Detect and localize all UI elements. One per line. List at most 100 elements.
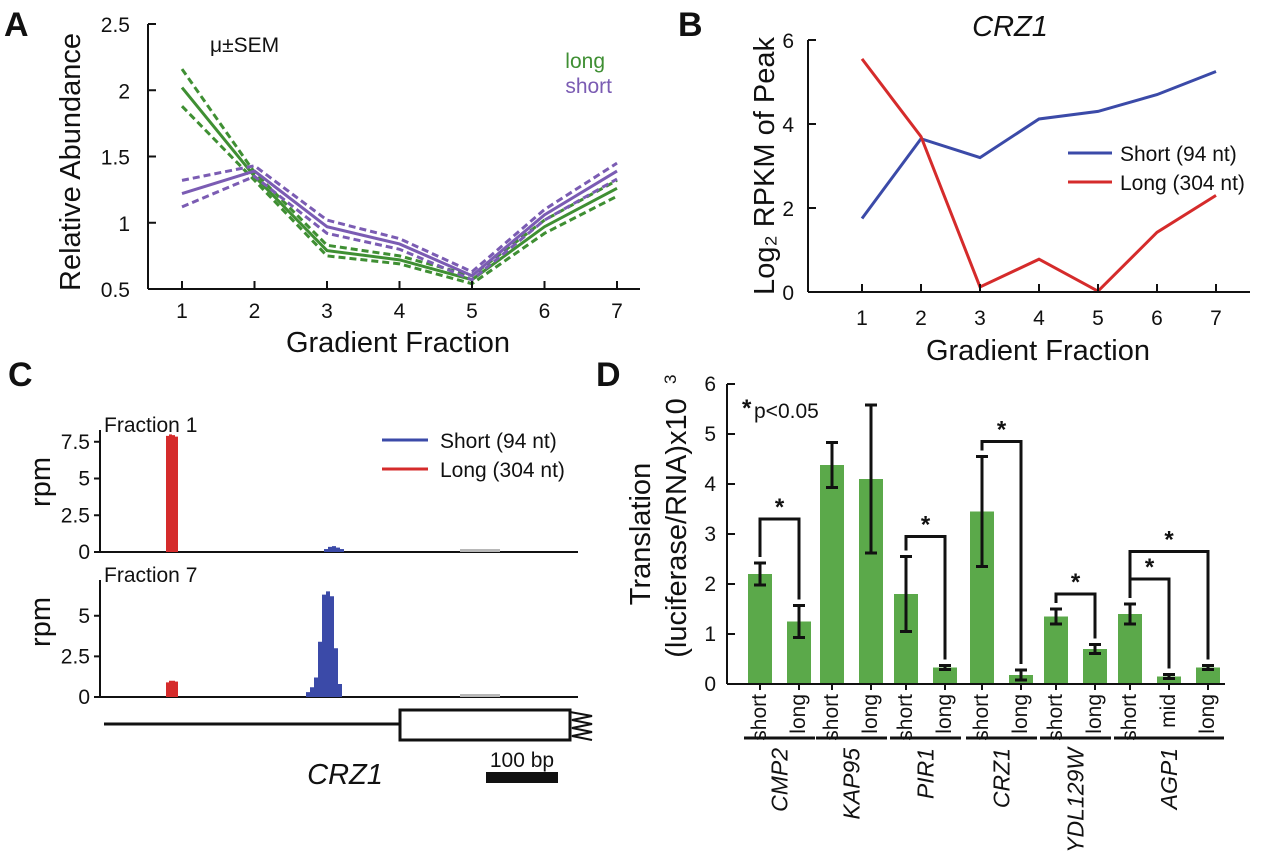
panel-c-track1-long-bar [166,682,169,697]
panel-c-track0-y-tick-label: 2.5 [61,504,90,527]
panel-d-condition-label: mid [1157,694,1180,728]
panel-c-track0-short-bar [336,547,340,552]
panel-c-track1-background-signal [460,694,500,697]
panel-a-line-chart: 0.5 1 1.5 2 2.5 1 2 3 4 5 6 7 μ±SEM long short Grad… [55,14,640,359]
panel-c-track0-y-tick-label: 7.5 [61,431,90,454]
panel-c-track1-short-bar [330,596,334,697]
panel-d-condition-label: short [1118,694,1141,741]
panel-b-x-tick-label: 5 [1092,307,1104,330]
panel-c-track1-y-label: rpm [25,457,57,507]
panel-a-y-tick-label: 2.5 [101,14,130,37]
panel-d-significance-bracket [758,517,801,600]
panel-d-condition-label: long [1009,694,1032,734]
panel-d-significance-bracket [1128,550,1210,660]
panel-b-x-tick-label: 4 [1033,307,1045,330]
panel-d-bar-chart: * * * * * * 0 1 2 3 4 5 6 short long CMP2 short long KAP9… [625,373,1225,853]
panel-c-track1-label: Fraction 1 [104,414,197,437]
panel-d-y-tick-label: 1 [704,623,716,646]
panel-d-gene-label: CMP2 [767,748,793,812]
panel-d-bar-AGP1-long [1196,667,1220,684]
panel-b-legend-long: Long (304 nt) [1120,172,1245,195]
panel-c-track1-y-tick-label: 5 [78,605,90,628]
panel-d-condition-label: short [820,694,843,741]
panel-c-track0-long-bar [166,435,169,552]
panel-a-y-tick-label: 1 [118,213,130,236]
panel-c-track0-short-bar [340,549,344,552]
panel-d-y-label-sup: 3 [661,375,680,384]
panel-d-bars: * * * * * * [748,403,1220,684]
panel-d-significance-star: * [742,395,752,422]
panel-d-bar-PIR1-long [933,667,957,684]
panel-d-condition-label: short [748,694,771,741]
panel-d-y-tick-label: 2 [704,573,716,596]
panel-c-coverage-tracks: Fraction 1 Fraction 7 rpm rpm 0 2.5 5 7.5 0 2… [25,414,593,791]
panel-d-significance-bracket [904,535,947,660]
panel-b-y-tick-label: 0 [782,282,794,305]
panel-a-y-tick-label: 1.5 [101,147,130,170]
panel-a-x-tick-label: 2 [249,300,261,323]
panel-letter-b: B [678,6,703,44]
panel-b-title: CRZ1 [972,11,1048,43]
panel-c-track1-long-bar [175,681,178,697]
panel-d-gene-label: PIR1 [913,748,939,799]
panel-b-series [860,57,1217,294]
panel-c-gene-name: CRZ1 [307,759,383,791]
panel-b-y-tick-label: 4 [782,114,794,137]
panel-d-bar-AGP1-mid [1157,676,1181,684]
panel-b-x-tick-label: 7 [1210,307,1222,330]
panel-c-track1-short-bar [334,648,338,697]
panel-b-legend-short: Short (94 nt) [1120,143,1237,166]
panel-letter-d: D [596,356,621,394]
panel-b-ticks: 0 2 4 6 1 2 3 4 5 6 7 [782,30,1222,330]
panel-b-x-tick-label: 2 [915,307,927,330]
panel-c-track0-long-bar [175,436,178,552]
panel-b-y-label: Log₂ RPKM of Peak [749,37,781,295]
panel-a-ticks: 0.5 1 1.5 2 2.5 1 2 3 4 5 6 7 [101,14,623,323]
panel-d-bracket-star: * [775,494,785,521]
panel-d-gene-label: AGP1 [1156,748,1182,811]
panel-d-bar-CMP2-short [748,574,772,684]
panel-d-condition-label: short [894,694,917,741]
panel-d-bar-AGP1-short [1118,614,1142,684]
panel-a-series-1-mean-line [181,169,618,278]
panel-d-gene-label: CRZ1 [989,748,1015,808]
panel-d-bar-KAP95-short [820,465,844,684]
panel-c-track0-short-bar [324,549,328,552]
panel-a-y-tick-label: 0.5 [101,279,130,302]
panel-c-track0-y-tick-label: 5 [78,468,90,491]
panel-d-condition-label: long [933,694,956,734]
panel-c-track0-background-signal [460,549,500,552]
panel-c-track2-y-label: rpm [25,597,57,647]
panel-d-condition-label: long [787,694,810,734]
panel-d-gene-label: KAP95 [839,748,865,820]
panel-d-y-label-line1: Translation [625,463,657,605]
panel-letter-c: C [8,356,33,394]
panel-d-bracket-star: * [1071,569,1081,596]
panel-a-x-tick-label: 5 [466,300,478,323]
panel-a-annotation: μ±SEM [210,34,279,57]
panel-c-track0-short-bar [328,546,332,552]
panel-c-track1-short-bar [318,641,322,697]
panel-c-gene-model [104,708,593,742]
panel-d-condition-label: long [1083,694,1106,734]
panel-a-legend-long: long [565,50,605,73]
panel-c-track1-short-bar [338,684,342,697]
panel-c-track0-y-tick-label: 0 [78,541,90,564]
panel-c-track1-long-bar [172,680,175,697]
panel-b-x-tick-label: 6 [1151,307,1163,330]
panel-c-legend-long: Long (304 nt) [440,459,565,482]
panel-d-bar-YDL129W-short [1044,616,1068,684]
panel-d-y-tick-label: 3 [704,523,716,546]
panel-d-bracket-star: * [1164,527,1174,554]
panel-c-legend-short: Short (94 nt) [440,430,557,453]
panel-b-series-1-line [860,57,1217,294]
panel-d-y-tick-label: 4 [704,473,716,496]
panel-d-y-tick-label: 6 [704,373,716,396]
panel-c-scale-bar-label: 100 bp [490,749,554,772]
panel-b-y-tick-label: 2 [782,198,794,221]
panel-a-y-label: Relative Abundance [55,33,87,291]
panel-d-condition-label: short [970,694,993,741]
panel-c-track1-short-bar [326,591,330,697]
